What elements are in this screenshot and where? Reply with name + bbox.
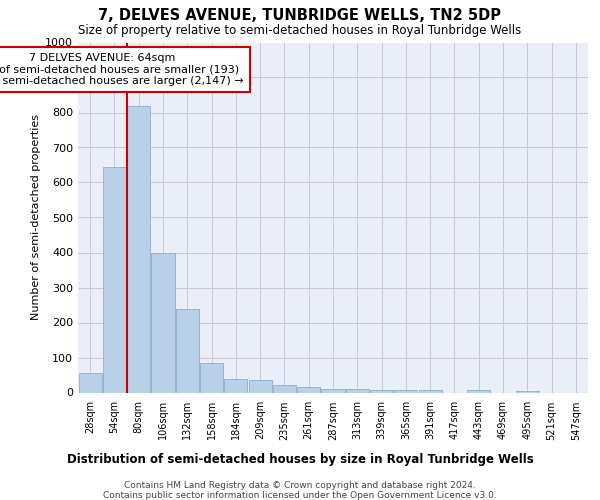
Bar [516, 391, 539, 392]
Bar [151, 252, 175, 392]
Text: Contains HM Land Registry data © Crown copyright and database right 2024.: Contains HM Land Registry data © Crown c… [124, 481, 476, 490]
Text: Size of property relative to semi-detached houses in Royal Tunbridge Wells: Size of property relative to semi-detach… [79, 24, 521, 37]
Bar [79, 373, 101, 392]
Bar [103, 167, 126, 392]
Y-axis label: Number of semi-detached properties: Number of semi-detached properties [31, 114, 41, 320]
Text: Contains public sector information licensed under the Open Government Licence v3: Contains public sector information licen… [103, 491, 497, 500]
Bar [200, 363, 223, 392]
Text: 7 DELVES AVENUE: 64sqm
← 8% of semi-detached houses are smaller (193)
91% of sem: 7 DELVES AVENUE: 64sqm ← 8% of semi-deta… [0, 53, 244, 86]
Bar [176, 308, 199, 392]
Bar [273, 385, 296, 392]
Bar [297, 386, 320, 392]
Text: 7, DELVES AVENUE, TUNBRIDGE WELLS, TN2 5DP: 7, DELVES AVENUE, TUNBRIDGE WELLS, TN2 5… [98, 8, 502, 22]
Text: Distribution of semi-detached houses by size in Royal Tunbridge Wells: Distribution of semi-detached houses by … [67, 452, 533, 466]
Bar [248, 380, 272, 392]
Bar [467, 390, 490, 392]
Bar [322, 389, 344, 392]
Bar [370, 390, 393, 392]
Bar [224, 378, 247, 392]
Bar [346, 389, 369, 392]
Bar [394, 390, 418, 392]
Bar [419, 390, 442, 392]
Bar [127, 106, 150, 393]
